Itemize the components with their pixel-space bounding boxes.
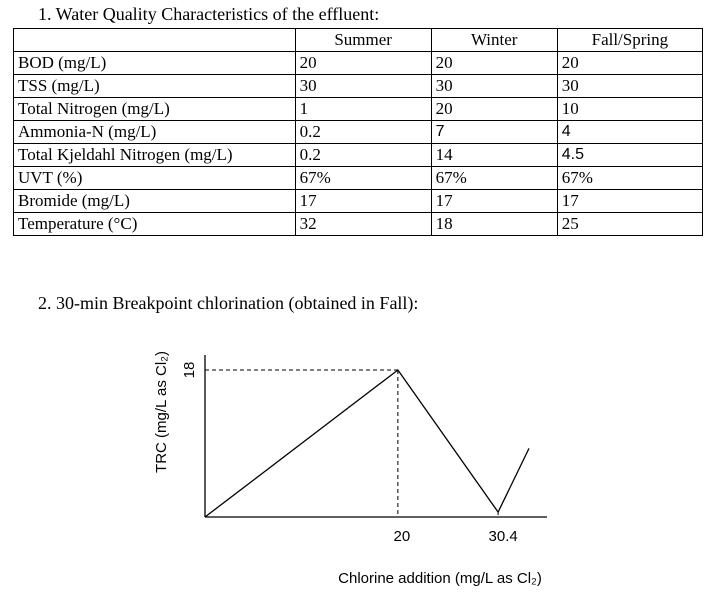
water-quality-table: Summer Winter Fall/Spring BOD (mg/L) 20 … <box>13 28 704 236</box>
cell-fall-spring: 20 <box>556 51 704 75</box>
x-tick-label: 30.4 <box>489 528 518 545</box>
cell-summer: 20 <box>294 51 432 75</box>
cell-summer: 67% <box>294 166 432 190</box>
cell-winter: 30 <box>430 74 558 98</box>
cell-summer: 32 <box>294 212 432 236</box>
y-tick-label: 18 <box>181 362 198 379</box>
cell-fall-spring: 25 <box>556 212 704 236</box>
header-blank-cell <box>13 28 296 52</box>
x-axis-label: Chlorine addition (mg/L as Cl₂) <box>338 570 542 587</box>
column-header-summer: Summer <box>294 28 432 52</box>
section-2-heading: 2. 30-min Breakpoint chlorination (obtai… <box>38 293 419 313</box>
cell-fall-spring: 30 <box>556 74 704 98</box>
row-label: Total Nitrogen (mg/L) <box>13 97 296 121</box>
cell-fall-spring: 67% <box>556 166 704 190</box>
cell-summer: 1 <box>294 97 432 121</box>
cell-winter: 14 <box>430 143 558 167</box>
column-header-fall-spring: Fall/Spring <box>556 28 704 52</box>
table-row: Ammonia-N (mg/L) 0.2 7 4 <box>13 120 704 144</box>
cell-fall-spring: 10 <box>556 97 704 121</box>
cell-summer: 0.2 <box>294 143 432 167</box>
series-line <box>204 369 530 518</box>
table-header-row: Summer Winter Fall/Spring <box>13 28 704 52</box>
x-tick-label: 20 <box>394 528 411 545</box>
table-row: BOD (mg/L) 20 20 20 <box>13 51 704 75</box>
table-row: Total Kjeldahl Nitrogen (mg/L) 0.2 14 4.… <box>13 143 704 167</box>
guide-lines <box>205 369 499 517</box>
cell-summer: 30 <box>294 74 432 98</box>
section-1-heading: 1. Water Quality Characteristics of the … <box>38 4 380 24</box>
y-axis-label: TRC (mg/L as Cl₂) <box>153 351 170 473</box>
tick-labels: 20 30.4 18 <box>181 362 518 545</box>
cell-winter: 18 <box>430 212 558 236</box>
row-label: TSS (mg/L) <box>13 74 296 98</box>
row-label: Bromide (mg/L) <box>13 189 296 213</box>
row-label: Temperature (°C) <box>13 212 296 236</box>
table-row: Temperature (°C) 32 18 25 <box>13 212 704 236</box>
cell-winter: 20 <box>430 51 558 75</box>
cell-winter: 17 <box>430 189 558 213</box>
row-label: Total Kjeldahl Nitrogen (mg/L) <box>13 143 296 167</box>
cell-fall-spring: 17 <box>556 189 704 213</box>
table-row: TSS (mg/L) 30 30 30 <box>13 74 704 98</box>
